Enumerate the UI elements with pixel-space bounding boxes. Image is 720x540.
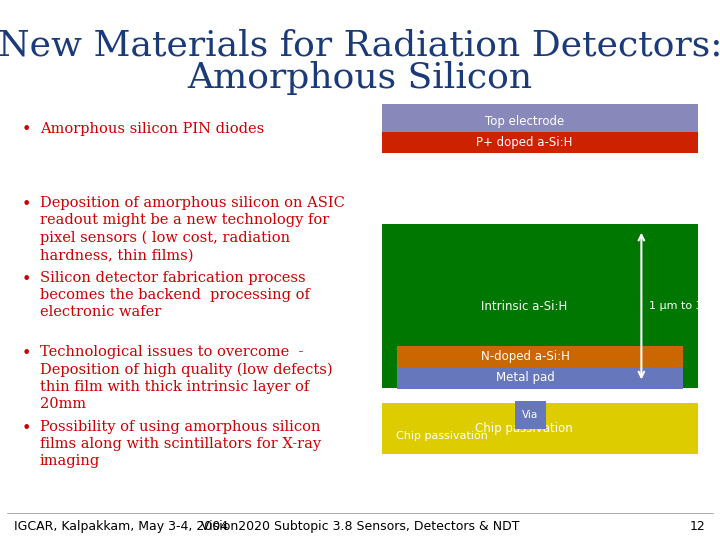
FancyBboxPatch shape bbox=[382, 403, 698, 454]
Text: Via: Via bbox=[523, 410, 539, 420]
FancyBboxPatch shape bbox=[382, 225, 698, 388]
Text: 12: 12 bbox=[690, 520, 706, 533]
FancyBboxPatch shape bbox=[397, 367, 683, 389]
Text: Top electrode: Top electrode bbox=[485, 115, 564, 128]
Text: IGCAR, Kalpakkam, May 3-4, 2004: IGCAR, Kalpakkam, May 3-4, 2004 bbox=[14, 520, 228, 533]
Text: Technological issues to overcome  -
Deposition of high quality (low defects)
thi: Technological issues to overcome - Depos… bbox=[40, 345, 332, 411]
FancyBboxPatch shape bbox=[397, 346, 683, 367]
Text: Metal pad: Metal pad bbox=[496, 372, 555, 384]
FancyBboxPatch shape bbox=[382, 104, 698, 139]
Text: Chip passivation: Chip passivation bbox=[475, 422, 573, 435]
Text: Vision2020 Subtopic 3.8 Sensors, Detectors & NDT: Vision2020 Subtopic 3.8 Sensors, Detecto… bbox=[201, 520, 519, 533]
FancyBboxPatch shape bbox=[515, 401, 546, 429]
Text: Amorphous Silicon: Amorphous Silicon bbox=[187, 62, 533, 95]
Text: Amorphous silicon PIN diodes: Amorphous silicon PIN diodes bbox=[40, 122, 264, 136]
Text: •: • bbox=[22, 420, 31, 436]
Text: N-doped a-Si:H: N-doped a-Si:H bbox=[481, 350, 570, 363]
FancyBboxPatch shape bbox=[382, 132, 698, 153]
Text: Silicon detector fabrication process
becomes the backend  processing of
electron: Silicon detector fabrication process bec… bbox=[40, 271, 310, 319]
Text: Intrinsic a-Si:H: Intrinsic a-Si:H bbox=[481, 300, 567, 313]
Text: •: • bbox=[22, 271, 31, 287]
Text: •: • bbox=[22, 196, 31, 213]
Text: P+ doped a-Si:H: P+ doped a-Si:H bbox=[476, 136, 572, 149]
Text: Deposition of amorphous silicon on ASIC
readout might be a new technology for
pi: Deposition of amorphous silicon on ASIC … bbox=[40, 196, 344, 262]
Text: •: • bbox=[22, 345, 31, 362]
Text: Possibility of using amorphous silicon
films along with scintillators for X-ray
: Possibility of using amorphous silicon f… bbox=[40, 420, 320, 468]
Text: New Materials for Radiation Detectors:: New Materials for Radiation Detectors: bbox=[0, 29, 720, 63]
Text: Chip passivation: Chip passivation bbox=[396, 431, 488, 441]
Text: 1 μm to 30μm: 1 μm to 30μm bbox=[649, 301, 720, 311]
Text: •: • bbox=[22, 122, 31, 138]
